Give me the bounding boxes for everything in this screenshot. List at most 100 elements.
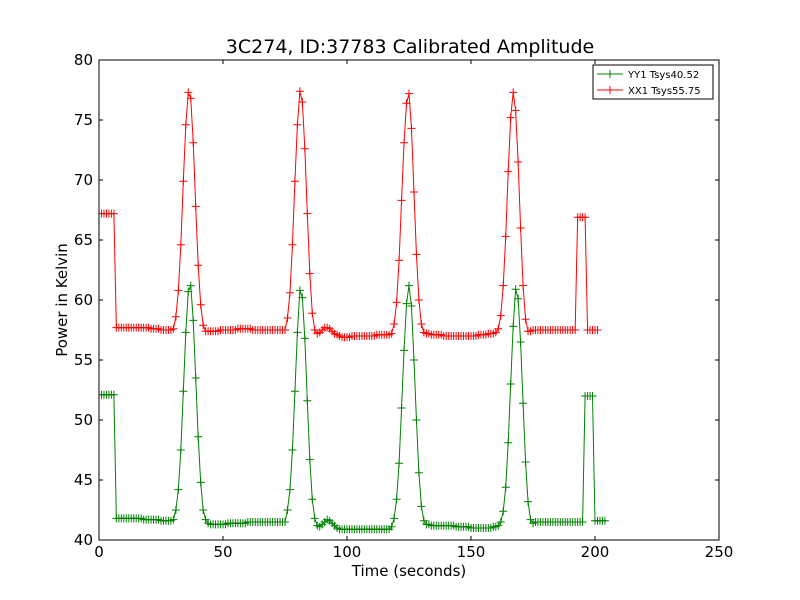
- axis-ticks: 0 50 100 150 200 250 40 45 50 55 60 65 70 75 80: [74, 51, 733, 561]
- data-point: [290, 387, 299, 396]
- legend-label: XX1 Tsys55.75: [628, 86, 701, 97]
- data-point: [412, 250, 421, 259]
- legend-item: YY1 Tsys40.52: [597, 70, 699, 81]
- data-point: [181, 120, 190, 129]
- data-point: [186, 94, 195, 103]
- data-point: [588, 392, 597, 400]
- data-point: [407, 124, 416, 133]
- series-line: [101, 91, 598, 338]
- data-point: [501, 483, 510, 492]
- data-point: [298, 98, 307, 106]
- data-point: [400, 138, 409, 147]
- data-point: [293, 328, 302, 337]
- data-point: [392, 298, 401, 307]
- data-point: [189, 316, 198, 325]
- data-point: [176, 446, 185, 454]
- data-point: [496, 518, 505, 526]
- data-point: [397, 196, 406, 205]
- data-point: [521, 458, 530, 466]
- data-point: [516, 224, 525, 232]
- data-point: [196, 478, 205, 487]
- y-tick-label: 75: [74, 111, 93, 129]
- data-point: [496, 311, 505, 320]
- data-point: [179, 177, 188, 186]
- data-point: [308, 495, 317, 504]
- data-point: [417, 320, 426, 328]
- x-tick-label: 200: [581, 543, 610, 561]
- data-point: [283, 506, 292, 514]
- data-point: [417, 502, 426, 511]
- series-line: [101, 285, 605, 530]
- x-tick-label: 0: [94, 543, 104, 561]
- data-point: [174, 286, 183, 295]
- data-point: [409, 356, 418, 364]
- data-point: [196, 300, 205, 309]
- data-point: [511, 285, 520, 294]
- data-point: [509, 88, 518, 97]
- data-point: [400, 346, 409, 355]
- legend-marker: [606, 86, 614, 94]
- data-point: [295, 87, 304, 96]
- data-point: [199, 506, 208, 514]
- data-point: [290, 177, 299, 186]
- data-point: [293, 120, 302, 129]
- data-point: [499, 507, 508, 516]
- data-point: [194, 432, 203, 441]
- legend: YY1 Tsys40.52 XX1 Tsys55.75: [592, 64, 714, 100]
- data-point: [407, 302, 416, 310]
- data-point: [593, 326, 602, 334]
- series-1: [99, 281, 609, 534]
- data-point: [600, 516, 609, 525]
- data-point: [514, 158, 523, 166]
- data-point: [298, 293, 307, 302]
- data-point: [514, 294, 523, 303]
- data-point: [506, 113, 515, 122]
- data-point: [308, 309, 317, 318]
- series-2: [99, 87, 602, 342]
- data-point: [171, 506, 180, 514]
- data-point: [501, 232, 510, 241]
- data-point: [414, 468, 423, 477]
- data-point: [184, 88, 193, 97]
- data-point: [524, 497, 533, 506]
- x-tick-label: 150: [457, 543, 486, 561]
- data-point: [169, 324, 178, 333]
- data-point: [414, 296, 423, 304]
- data-point: [506, 380, 515, 388]
- data-point: [169, 515, 178, 524]
- plot-area: [99, 87, 609, 534]
- data-point: [395, 256, 404, 265]
- data-point: [109, 390, 118, 399]
- data-point: [405, 281, 413, 290]
- data-point: [283, 314, 292, 322]
- series-markers: [99, 87, 602, 342]
- data-point: [191, 202, 200, 211]
- data-point: [199, 321, 208, 330]
- data-point: [186, 281, 195, 290]
- data-point: [402, 99, 411, 108]
- data-point: [521, 315, 530, 324]
- data-point: [412, 416, 421, 424]
- y-tick-label: 65: [74, 231, 93, 249]
- data-point: [571, 326, 580, 334]
- data-point: [511, 106, 520, 115]
- data-point: [109, 209, 118, 218]
- chart-title: 3C274, ID:37783 Calibrated Amplitude: [226, 36, 594, 58]
- data-point: [390, 514, 399, 523]
- data-point: [189, 138, 198, 147]
- data-point: [504, 438, 513, 447]
- data-point: [295, 286, 304, 295]
- data-point: [303, 209, 312, 218]
- data-point: [578, 518, 587, 526]
- data-point: [288, 240, 297, 249]
- data-point: [509, 322, 518, 331]
- y-axis-label: Power in Kelvin: [53, 243, 71, 357]
- data-point: [494, 324, 503, 333]
- data-point: [181, 328, 190, 337]
- y-tick-label: 70: [74, 171, 93, 189]
- data-point: [392, 495, 401, 504]
- data-point: [288, 446, 297, 454]
- x-axis-label: Time (seconds): [351, 562, 467, 580]
- data-point: [194, 261, 203, 270]
- data-point: [504, 167, 513, 176]
